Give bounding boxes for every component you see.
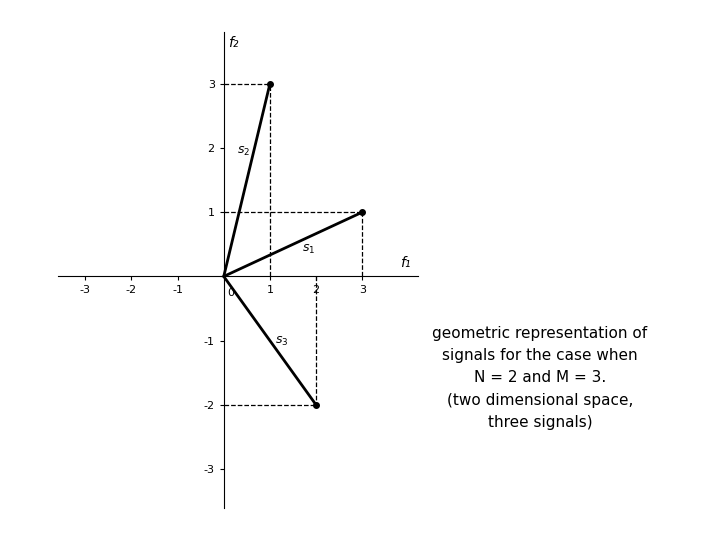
Text: f₂: f₂	[228, 36, 239, 50]
Text: 0: 0	[227, 288, 234, 298]
Text: f₁: f₁	[400, 256, 410, 270]
Text: $s_3$: $s_3$	[274, 335, 288, 348]
Text: geometric representation of
signals for the case when
N = 2 and M = 3.
(two dime: geometric representation of signals for …	[433, 326, 647, 430]
Text: $s_2$: $s_2$	[237, 145, 250, 158]
Text: $s_1$: $s_1$	[302, 243, 315, 256]
